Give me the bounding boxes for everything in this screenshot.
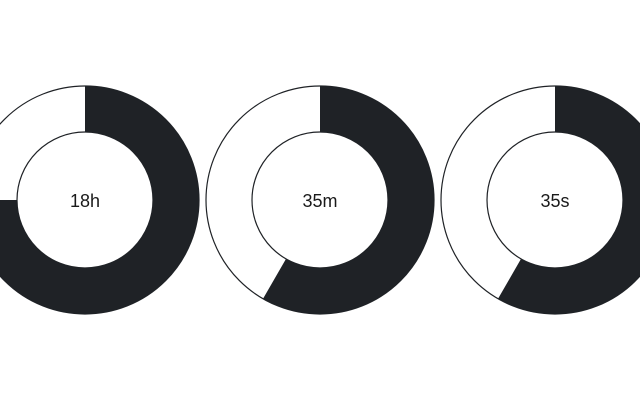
ring-minutes-progress <box>263 86 434 314</box>
ring-minutes-outline <box>205 85 435 315</box>
ring-hours: 18h <box>0 85 200 315</box>
ring-seconds-outline <box>440 85 640 315</box>
ring-hours-progress <box>0 86 199 314</box>
ring-seconds-inner <box>486 131 624 269</box>
ring-hours-label: 18h <box>70 191 100 211</box>
ring-minutes-inner <box>251 131 389 269</box>
ring-seconds: 35s <box>440 85 640 315</box>
ring-seconds-label: 35s <box>540 191 569 211</box>
ring-hours-inner <box>16 131 154 269</box>
ring-minutes: 35m <box>205 85 435 315</box>
ring-hours-outline <box>0 85 200 315</box>
ring-seconds-progress <box>498 86 640 314</box>
ring-minutes-label: 35m <box>302 191 337 211</box>
